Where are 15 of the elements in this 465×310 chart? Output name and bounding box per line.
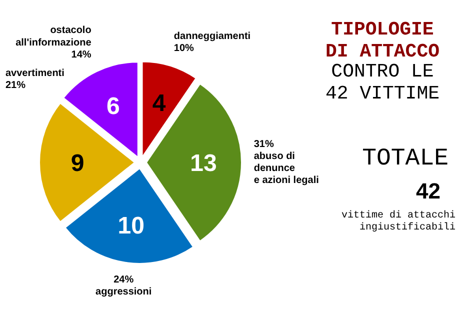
- text: TIPOLOGIE DI ATTACCO: [325, 18, 440, 62]
- text: vittime di attacchi ingiustificabili: [341, 210, 456, 234]
- text: CONTRO LE 42 VITTIME: [325, 60, 440, 104]
- slice-label: 24% aggressioni: [96, 274, 152, 298]
- slice-label: ostacolo all'informazione 14%: [16, 25, 92, 60]
- data-label: 6: [106, 93, 120, 120]
- data-label: 13: [190, 150, 217, 177]
- data-label: 9: [70, 150, 84, 177]
- slice-label: avvertimenti 21%: [6, 68, 65, 92]
- data-label: 4: [152, 90, 166, 117]
- slice-label: 31% abuso di denunce e azioni legali: [254, 138, 320, 186]
- slice-label: danneggiamenti 10%: [174, 31, 251, 54]
- data-label: 10: [118, 212, 144, 240]
- text: TOTALE: [362, 146, 449, 172]
- text: 42: [416, 178, 441, 204]
